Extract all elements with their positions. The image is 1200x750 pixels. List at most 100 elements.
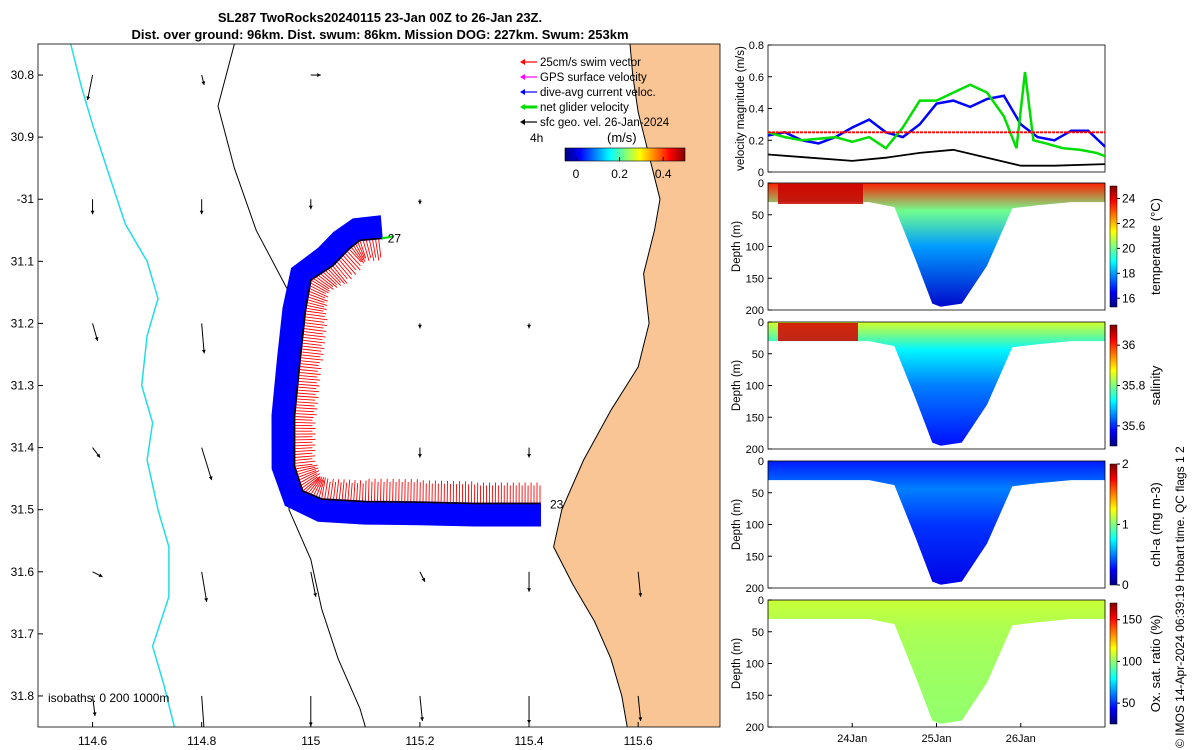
swim-vector [295, 401, 318, 404]
swim-vector [320, 273, 338, 288]
section-y-label: Depth (m) [731, 638, 743, 689]
sfc-geo-vector-head [204, 597, 208, 602]
velocity-series-group [768, 71, 1105, 167]
section-y-tick-label: 100 [746, 659, 764, 671]
velocity-y-tick-label: 0.6 [749, 72, 764, 84]
swim-vector [306, 302, 325, 308]
velocity-y-tick-label: 0.8 [749, 40, 764, 52]
section-y-tick-label: 150 [746, 551, 764, 563]
sfc-geo-vector-head [201, 81, 206, 86]
swim-vector [295, 464, 318, 470]
map-y-tick-label: 31.3 [11, 379, 35, 393]
sfc-geo-vector-head [418, 200, 422, 205]
section-background [768, 183, 1105, 310]
sfc-geo-vector [419, 571, 426, 582]
swim-vector [347, 479, 351, 501]
section-panel-chl-a: 0 50 100 150 200 Depth (m) 0 1 2 chl-a (mg m-3) [731, 456, 1163, 595]
sfc-geo-vector-head [527, 588, 531, 592]
swim-vector [298, 369, 318, 372]
section-y-tick-label: 0 [758, 178, 764, 190]
swim-vector [398, 478, 400, 503]
swim-vector [356, 483, 359, 502]
section-colorbar-tick-label: 20 [1122, 241, 1136, 255]
swim-vector [375, 238, 380, 261]
swim-vector [294, 452, 313, 455]
swim-vector [370, 481, 373, 502]
sfc-geo-vector-head [527, 324, 531, 329]
swim-vector [362, 483, 364, 502]
map-y-tick-label: 31.4 [11, 441, 35, 455]
swim-vector [310, 282, 329, 294]
section-data-area [768, 322, 1105, 446]
sfc-geo-vector-head [201, 349, 206, 354]
map-x-tick-label: 115.4 [514, 734, 543, 748]
dive-avg-current-band [271, 215, 541, 527]
swim-vector [338, 482, 342, 501]
swim-vector [304, 322, 327, 327]
swim-vector [294, 463, 313, 467]
velocity-y-label: velocity magnitude (m/s) [735, 46, 747, 171]
section-axes-box [767, 460, 1106, 589]
sfc-geo-vector-head [208, 476, 213, 481]
map-axes-box [37, 43, 721, 728]
swim-vector [296, 398, 316, 401]
swim-vector [386, 478, 388, 502]
coastline-0m [553, 44, 661, 727]
map-y-tick-label: 31.2 [11, 316, 35, 330]
section-background [768, 322, 1105, 449]
swim-vector [341, 479, 345, 501]
legend-arrowhead [520, 104, 525, 110]
swim-vector [309, 285, 326, 295]
map-colorbar-tick-label: 0.4 [655, 167, 672, 181]
swim-vector [295, 407, 318, 410]
map-x-tick-label: 115.6 [624, 734, 653, 748]
swim-vector [294, 410, 315, 413]
chart-title-line1: SL287 TwoRocks20240115 23-Jan 00Z to 26-… [217, 10, 543, 25]
map-y-tick-label: 31.1 [11, 254, 35, 268]
swim-vector [332, 265, 348, 284]
section-y-tick-label: 200 [746, 583, 764, 595]
swim-vector [299, 366, 322, 370]
swim-vector [392, 478, 394, 502]
swim-vector [294, 458, 313, 461]
swim-vector [294, 449, 316, 453]
swim-vector [301, 345, 325, 350]
swim-vector [297, 380, 317, 384]
vector-scale-label: 4h [530, 131, 543, 145]
legend-label: net glider velocity [540, 102, 629, 114]
swim-vector [297, 467, 319, 475]
swim-vector [410, 479, 412, 503]
section-data-area [768, 600, 1105, 724]
section-data-area [768, 461, 1105, 585]
sfc-geo-vector-head [638, 593, 643, 597]
map-y-tick-label: 31.7 [11, 627, 35, 641]
sfc-geo-vector [201, 323, 205, 354]
swim-vector [304, 319, 325, 323]
section-background [768, 461, 1105, 588]
swim-vector [329, 478, 334, 500]
swim-vector [300, 354, 321, 358]
section-colorbar-label: temperature (°C) [1148, 198, 1163, 295]
sfc-geo-vector-head [94, 337, 99, 341]
map-colorbar [564, 147, 686, 162]
swim-vector [297, 386, 317, 390]
section-axes-box [767, 599, 1106, 728]
legend-arrowhead [520, 74, 525, 80]
section-x-tick-label: 26Jan [1006, 733, 1036, 745]
map-colorbar-tick-label: 0 [573, 167, 580, 181]
sfc-geo-vector [419, 695, 423, 722]
section-axes-box [767, 321, 1106, 450]
section-y-tick-label: 0 [758, 456, 764, 468]
swim-vector [300, 473, 320, 486]
swim-vector [318, 480, 325, 499]
swim-vector [327, 268, 342, 283]
swim-vector [307, 479, 320, 494]
section-colorbar-tick-label: 100 [1122, 654, 1142, 668]
swim-vector [295, 404, 315, 407]
swim-vector [307, 299, 328, 306]
sfc-geo-vector [92, 323, 99, 342]
sfc-geo-vector-head [638, 717, 643, 721]
swim-vector [313, 479, 323, 496]
sfc-geo-vector-head [202, 727, 206, 731]
